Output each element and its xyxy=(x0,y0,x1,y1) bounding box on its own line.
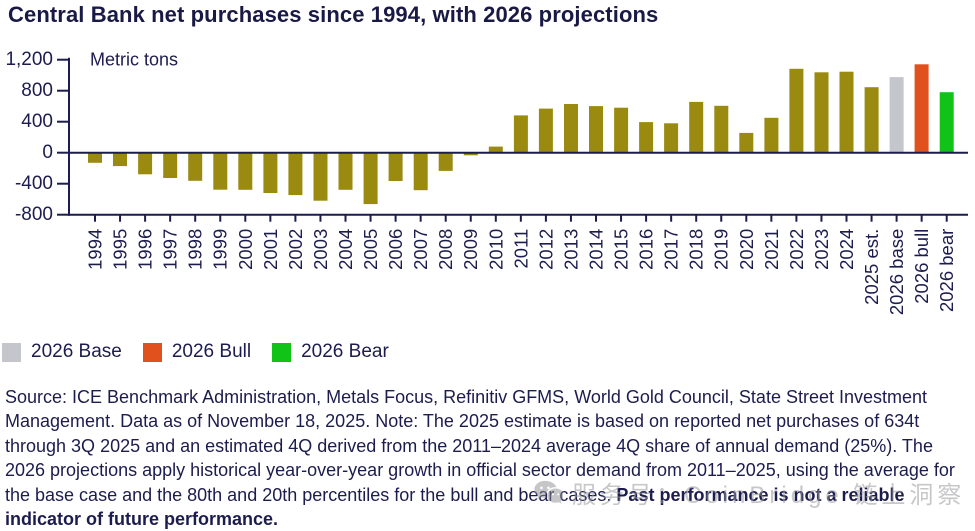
bar-1994 xyxy=(88,152,102,163)
bar-2006 xyxy=(388,152,403,181)
x-tick-label: 2008 xyxy=(435,229,456,270)
source-note-disclaimer: Past performance is not a reliable indic… xyxy=(5,484,905,530)
x-tick-label: 2006 xyxy=(385,229,406,270)
y-tick-label: 0 xyxy=(42,142,53,163)
x-tick-label: 2005 xyxy=(360,229,381,270)
chart-title: Central Bank net purchases since 1994, w… xyxy=(8,2,659,27)
legend-item-bear: 2026 Bear xyxy=(272,341,389,363)
y-tick-label: -800 xyxy=(15,204,53,225)
x-tick-label: 2021 xyxy=(761,229,782,270)
bar-2016 xyxy=(639,122,654,153)
bar-2008 xyxy=(438,152,453,171)
bar-2019 xyxy=(714,105,729,153)
x-tick-label: 2014 xyxy=(586,229,607,270)
legend-label-base: 2026 Base xyxy=(31,341,122,362)
bar-2007 xyxy=(413,152,428,191)
bar-2011 xyxy=(513,115,528,153)
x-tick-label: 2010 xyxy=(485,229,506,270)
x-tick-label: 2001 xyxy=(260,229,281,270)
bar-2017 xyxy=(664,123,679,153)
x-tick-label: 2019 xyxy=(711,229,732,270)
x-tick-label: 1999 xyxy=(210,229,231,270)
bar-2000 xyxy=(238,152,253,190)
bar-2018 xyxy=(689,101,704,153)
x-tick-label: 1995 xyxy=(110,229,131,270)
x-tick-label: 2015 xyxy=(611,229,632,270)
y-tick-label: 400 xyxy=(21,111,53,132)
x-tick-label: 2025 est. xyxy=(861,229,882,305)
x-tick-label: 2026 bear xyxy=(936,229,957,312)
x-tick-label: 2026 base xyxy=(886,229,907,315)
x-tick-label: 2007 xyxy=(410,229,431,270)
x-tick-label: 2012 xyxy=(535,229,556,270)
bar-2013 xyxy=(564,104,578,153)
x-tick-label: 2002 xyxy=(285,229,306,270)
x-tick-label: 2020 xyxy=(736,229,757,270)
legend-label-bear: 2026 Bear xyxy=(301,341,389,362)
bar-2005 xyxy=(363,152,378,205)
legend: 2026 Base 2026 Bull 2026 Bear xyxy=(2,341,389,363)
legend-swatch-base xyxy=(2,342,21,362)
y-tick-label: 1,200 xyxy=(5,49,53,70)
bar-1996 xyxy=(138,152,153,175)
bar-2010 xyxy=(488,146,503,153)
x-tick-label: 1996 xyxy=(135,229,156,270)
bar-2020 xyxy=(739,132,754,153)
legend-swatch-bear xyxy=(272,342,292,362)
bar-1995 xyxy=(113,152,127,167)
x-tick-label: 2016 xyxy=(636,229,657,270)
bar-1998 xyxy=(188,152,203,181)
x-tick-label: 2013 xyxy=(560,229,581,270)
x-tick-label: 2011 xyxy=(510,229,531,269)
legend-swatch-bull xyxy=(142,342,162,362)
bar-2014 xyxy=(589,106,603,153)
bar-2009 xyxy=(463,152,478,156)
bar-2022 xyxy=(789,68,804,153)
bar-1997 xyxy=(163,152,178,178)
x-tick-label: 2000 xyxy=(235,229,256,270)
unit-label: Metric tons xyxy=(90,50,178,70)
x-tick-label: 2017 xyxy=(661,229,682,270)
bar-2003 xyxy=(313,152,328,201)
bar-2002 xyxy=(288,152,303,196)
bar-1999 xyxy=(213,152,228,190)
x-tick-label: 2022 xyxy=(786,229,807,270)
x-tick-label: 2004 xyxy=(335,229,356,270)
legend-item-base: 2026 Base xyxy=(2,341,122,363)
bar-2026-base xyxy=(889,77,904,153)
x-tick-label: 2026 bull xyxy=(911,229,932,304)
bar-2026-bear xyxy=(939,92,954,153)
x-tick-label: 1998 xyxy=(185,229,206,270)
bar-2004 xyxy=(338,152,353,190)
x-tick-label: 2023 xyxy=(811,229,832,270)
bar-2023 xyxy=(814,72,829,153)
bar-2001 xyxy=(263,152,278,193)
bar-2015 xyxy=(614,107,629,153)
bar-2012 xyxy=(538,108,553,153)
bar-2025-est- xyxy=(864,87,879,153)
x-tick-label: 2003 xyxy=(310,229,331,270)
x-tick-label: 1994 xyxy=(85,229,106,270)
y-tick-label: -400 xyxy=(15,173,53,194)
source-note: Source: ICE Benchmark Administration, Me… xyxy=(5,385,967,531)
x-tick-label: 2018 xyxy=(686,229,707,270)
bar-2024 xyxy=(839,71,854,153)
y-tick-label: 800 xyxy=(21,80,53,101)
bar-2026-bull xyxy=(914,64,929,153)
x-tick-label: 2009 xyxy=(460,229,481,270)
x-tick-label: 2024 xyxy=(836,229,857,270)
legend-item-bull: 2026 Bull xyxy=(142,341,252,363)
legend-label-bull: 2026 Bull xyxy=(171,341,252,362)
bar-2021 xyxy=(764,117,779,153)
source-note-main: Source: ICE Benchmark Administration, Me… xyxy=(5,387,955,505)
x-tick-label: 1997 xyxy=(160,229,181,270)
